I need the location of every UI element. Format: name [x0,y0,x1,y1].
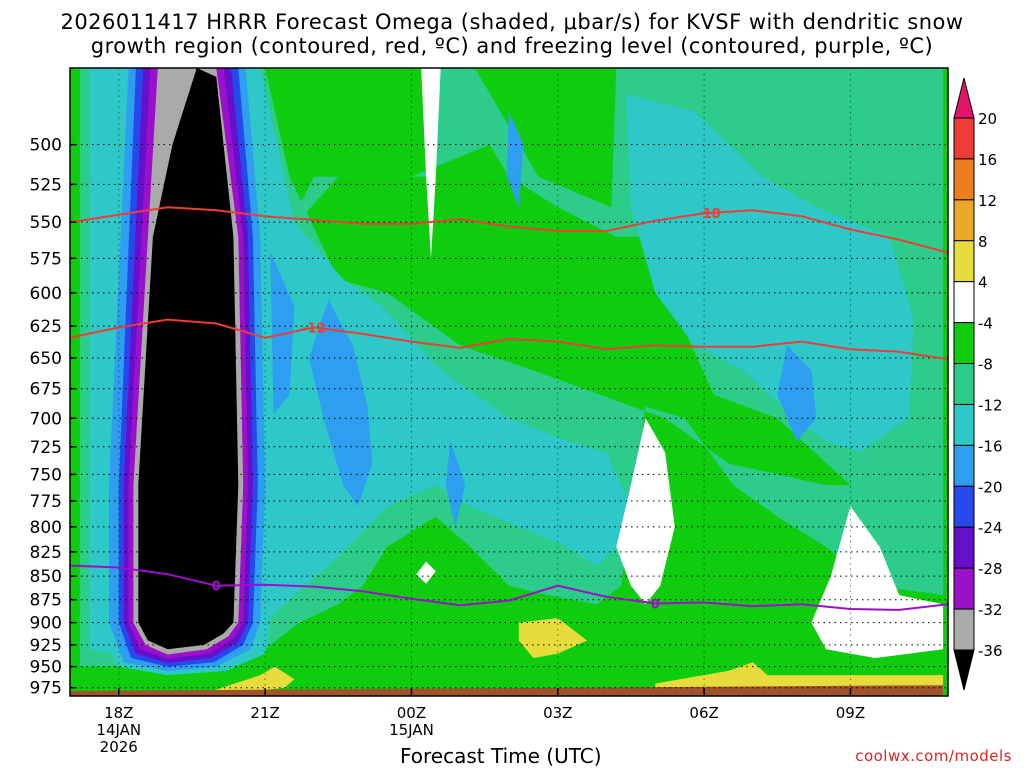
colorbar-segment-2 [953,158,975,201]
omega-region-blue-9 [445,441,466,527]
y-tick-label-700: 700 [30,409,62,429]
colorbar: 20 16 12 8 4 -4 -8 -12 -16 -20 -24 -28 -32 -36 [953,77,1003,691]
colorbar-label-12: -32 [978,601,1003,619]
y-tick-label-800: 800 [30,518,62,538]
contour-line-2 [70,564,948,611]
x-tick-label-2-0: 00Z [397,704,426,722]
colorbar-label-3: 8 [978,233,988,251]
colorbar-bottom-triangle [953,649,975,691]
colorbar-segment-5 [953,281,975,324]
x-axis-title: Forecast Time (UTC) [400,744,602,768]
colorbar-segment-3 [953,199,975,242]
omega-region-white-23 [616,418,675,605]
y-tick-label-525: 525 [30,175,62,195]
y-tick-label-825: 825 [30,543,62,563]
x-tick-label-0-2: 2026 [100,738,138,756]
y-tick-label-625: 625 [30,317,62,337]
colorbar-segment-9 [953,444,975,487]
colorbar-label-9: -20 [978,478,1003,496]
source-credit: coolwx.com/models [855,747,1012,765]
contour-label-2: 0 [212,580,221,595]
omega-region-yellow-19 [518,618,587,658]
y-tick-label-550: 550 [30,213,62,233]
colorbar-segment-10 [953,485,975,528]
chart-title-line1: 2026011417 HRRR Forecast Omega (shaded, … [60,10,964,34]
x-tick-label-4-0: 06Z [689,704,718,722]
x-tick-label-0-0: 18Z [104,704,133,722]
colorbar-label-11: -28 [978,560,1003,578]
colorbar-segment-12 [953,567,975,610]
colorbar-top-triangle [953,77,975,119]
x-tick-label-0-1: 14JAN [96,721,141,739]
contour-line-0 [70,206,948,254]
colorbar-segment-13 [953,608,975,651]
y-tick-label-850: 850 [30,567,62,587]
contour-line-1 [70,318,948,361]
colorbar-segment-11 [953,526,975,569]
grid-layer [70,68,948,696]
colorbar-segment-1 [953,117,975,160]
y-tick-label-650: 650 [30,349,62,369]
omega-region-yellow-18 [196,666,295,696]
plot-frame [69,67,949,697]
y-tick-label-875: 875 [30,591,62,611]
contour-label-0: -18 [697,207,721,222]
colorbar-label-2: 12 [978,192,997,210]
y-tick-label-975: 975 [30,679,62,699]
contour-layer: -18 -12 0 0 [70,206,948,612]
colorbar-label-7: -12 [978,396,1003,414]
y-tick-label-750: 750 [30,465,62,485]
y-tick-label-675: 675 [30,380,62,400]
y-tick-label-500: 500 [30,136,62,156]
y-tick-label-575: 575 [30,249,62,269]
omega-region-white-21 [421,68,441,259]
x-tick-label-5-0: 09Z [836,704,865,722]
y-tick-label-950: 950 [30,658,62,678]
contour-label-1: -12 [302,321,326,336]
colorbar-label-13: -36 [978,642,1003,660]
colorbar-segment-4 [953,240,975,283]
omega-region-blue-10 [777,345,817,442]
x-tick-label-2-1: 15JAN [389,721,434,739]
chart-title-line2: growth region (contoured, red, ºC) and f… [90,34,934,58]
y-tick-label-725: 725 [30,438,62,458]
x-tick-label-3-0: 03Z [543,704,572,722]
colorbar-segment-6 [953,322,975,365]
colorbar-label-4: 4 [978,274,988,292]
omega-region-blue-8 [506,111,524,208]
omega-region-white-24 [811,506,944,658]
colorbar-segment-7 [953,363,975,405]
colorbar-label-1: 16 [978,151,997,169]
contour-label-3: 0 [651,597,660,612]
y-tick-label-900: 900 [30,614,62,634]
colorbar-label-8: -16 [978,437,1003,455]
colorbar-label-0: 20 [978,110,997,128]
x-tick-label-1-0: 21Z [250,704,279,722]
colorbar-label-5: -4 [978,315,993,333]
colorbar-label-6: -8 [978,356,993,374]
omega-region-white-22 [416,561,436,584]
omega-region-core-17 [138,68,239,650]
colorbar-label-10: -24 [978,519,1003,537]
y-tick-label-925: 925 [30,636,62,656]
y-tick-label-600: 600 [30,284,62,304]
y-axis: 500 525 550 575 600 625 650 675 700 725 750 775 800 8… [30,136,76,699]
y-tick-label-775: 775 [30,492,62,512]
omega-region-blue-6 [309,299,373,507]
colorbar-segment-8 [953,403,975,446]
